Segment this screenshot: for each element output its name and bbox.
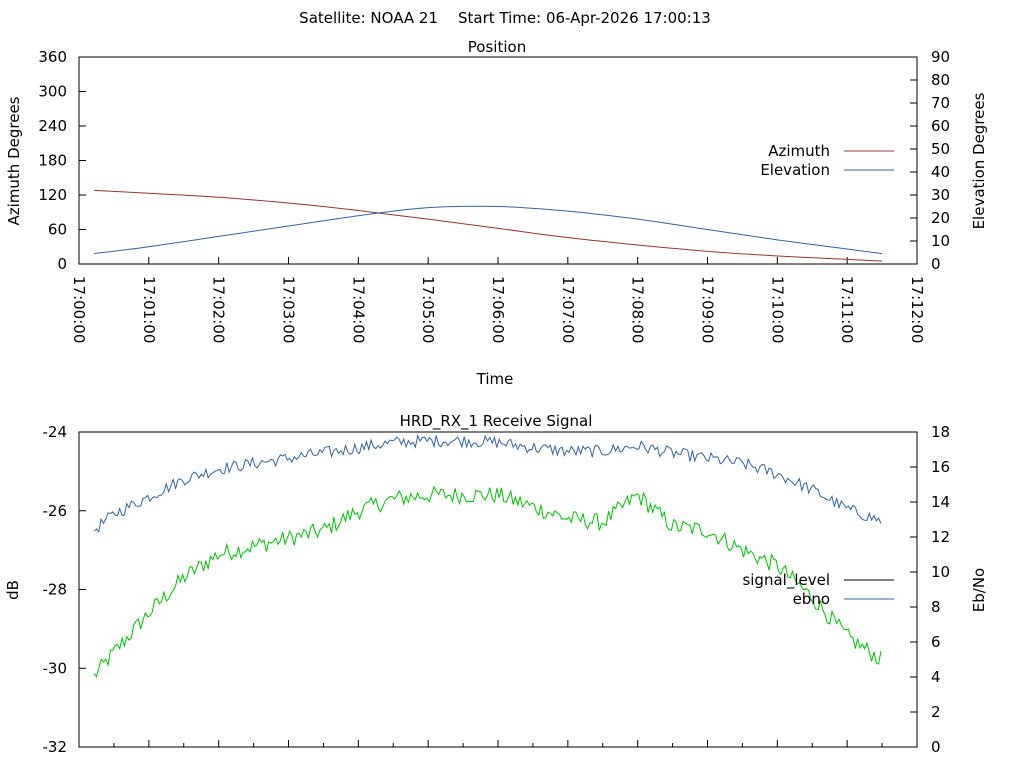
time-tick-label: 17:00:00	[70, 276, 88, 343]
ebno-tick-label: 8	[931, 598, 941, 616]
position-legend: Azimuth Elevation	[760, 142, 894, 179]
position-series	[94, 189, 883, 262]
db-tick-label: -30	[43, 659, 68, 677]
series-line-signal-level	[93, 485, 882, 678]
series-line-ebno	[93, 433, 882, 533]
signal-series	[93, 433, 882, 678]
ebno-tick-label: 14	[931, 493, 950, 511]
time-tick-label: 17:07:00	[559, 276, 577, 343]
ebno-tick-label: 18	[931, 423, 950, 441]
series-line-azimuth	[94, 189, 883, 262]
azimuth-tick-label: 120	[38, 186, 67, 204]
db-tick-label: -28	[43, 581, 68, 599]
ebno-tick-label: 2	[931, 703, 941, 721]
time-tick-label: 17:10:00	[768, 276, 786, 343]
db-tick-label: -32	[43, 738, 68, 756]
header-satellite: Satellite: NOAA 21	[299, 9, 438, 27]
elevation-tick-label: 0	[931, 255, 941, 273]
azimuth-tick-label: 60	[48, 221, 67, 239]
ebno-tick-label: 10	[931, 563, 950, 581]
time-tick-label: 17:11:00	[838, 276, 856, 343]
azimuth-tick-label: 240	[38, 117, 67, 135]
time-tick-label: 17:04:00	[349, 276, 367, 343]
azimuth-axis-label: Azimuth Degrees	[5, 96, 23, 225]
azimuth-tick-label: 0	[57, 255, 67, 273]
ebno-axis-label: Eb/No	[970, 568, 988, 612]
elevation-tick-label: 20	[931, 209, 950, 227]
elevation-tick-label: 90	[931, 48, 950, 66]
time-tick-label: 17:12:00	[908, 276, 926, 343]
time-axis-label: Time	[476, 370, 514, 388]
ebno-tick-label: 0	[931, 738, 941, 756]
elevation-tick-label: 70	[931, 94, 950, 112]
legend-label-ebno: ebno	[793, 590, 830, 608]
elevation-axis-label: Elevation Degrees	[970, 92, 988, 229]
ebno-tick-label: 4	[931, 668, 941, 686]
db-axis-label: dB	[4, 580, 22, 600]
elevation-tick-label: 60	[931, 117, 950, 135]
azimuth-tick-label: 300	[38, 83, 67, 101]
db-tick-label: -26	[43, 502, 68, 520]
position-axis-ticks: 0 60 120 180 240 300 360 0 10 20 30 40 50 60 70 80 90 17:…	[38, 48, 950, 343]
ebno-tick-label: 12	[931, 528, 950, 546]
azimuth-tick-label: 360	[38, 48, 67, 66]
ebno-tick-label: 16	[931, 458, 950, 476]
time-tick-label: 17:02:00	[210, 276, 228, 343]
time-tick-label: 17:05:00	[419, 276, 437, 343]
ebno-tick-label: 6	[931, 633, 941, 651]
elevation-tick-label: 30	[931, 186, 950, 204]
azimuth-tick-label: 180	[38, 152, 67, 170]
elevation-tick-label: 50	[931, 140, 950, 158]
time-tick-label: 17:01:00	[140, 276, 158, 343]
time-tick-label: 17:08:00	[629, 276, 647, 343]
db-tick-label: -24	[43, 423, 68, 441]
header-start-time: Start Time: 06-Apr-2026 17:00:13	[458, 9, 711, 27]
time-tick-label: 17:03:00	[280, 276, 298, 343]
elevation-tick-label: 80	[931, 71, 950, 89]
signal-axis-ticks: -32 -30 -28 -26 -24 0 2 4 6 8 10 12 14 16 18	[43, 423, 951, 756]
position-chart-title: Position	[468, 38, 526, 56]
legend-label-signal-level: signal_level	[742, 571, 830, 590]
signal-legend: signal_level ebno	[742, 571, 894, 608]
time-tick-label: 17:06:00	[489, 276, 507, 343]
signal-plot-frame	[78, 431, 918, 748]
legend-label-azimuth: Azimuth	[768, 142, 830, 160]
elevation-tick-label: 10	[931, 232, 950, 250]
legend-label-elevation: Elevation	[760, 161, 830, 179]
time-tick-label: 17:09:00	[699, 276, 717, 343]
elevation-tick-label: 40	[931, 163, 950, 181]
signal-chart-title: HRD_RX_1 Receive Signal	[400, 412, 593, 431]
series-line-elevation	[94, 205, 883, 255]
